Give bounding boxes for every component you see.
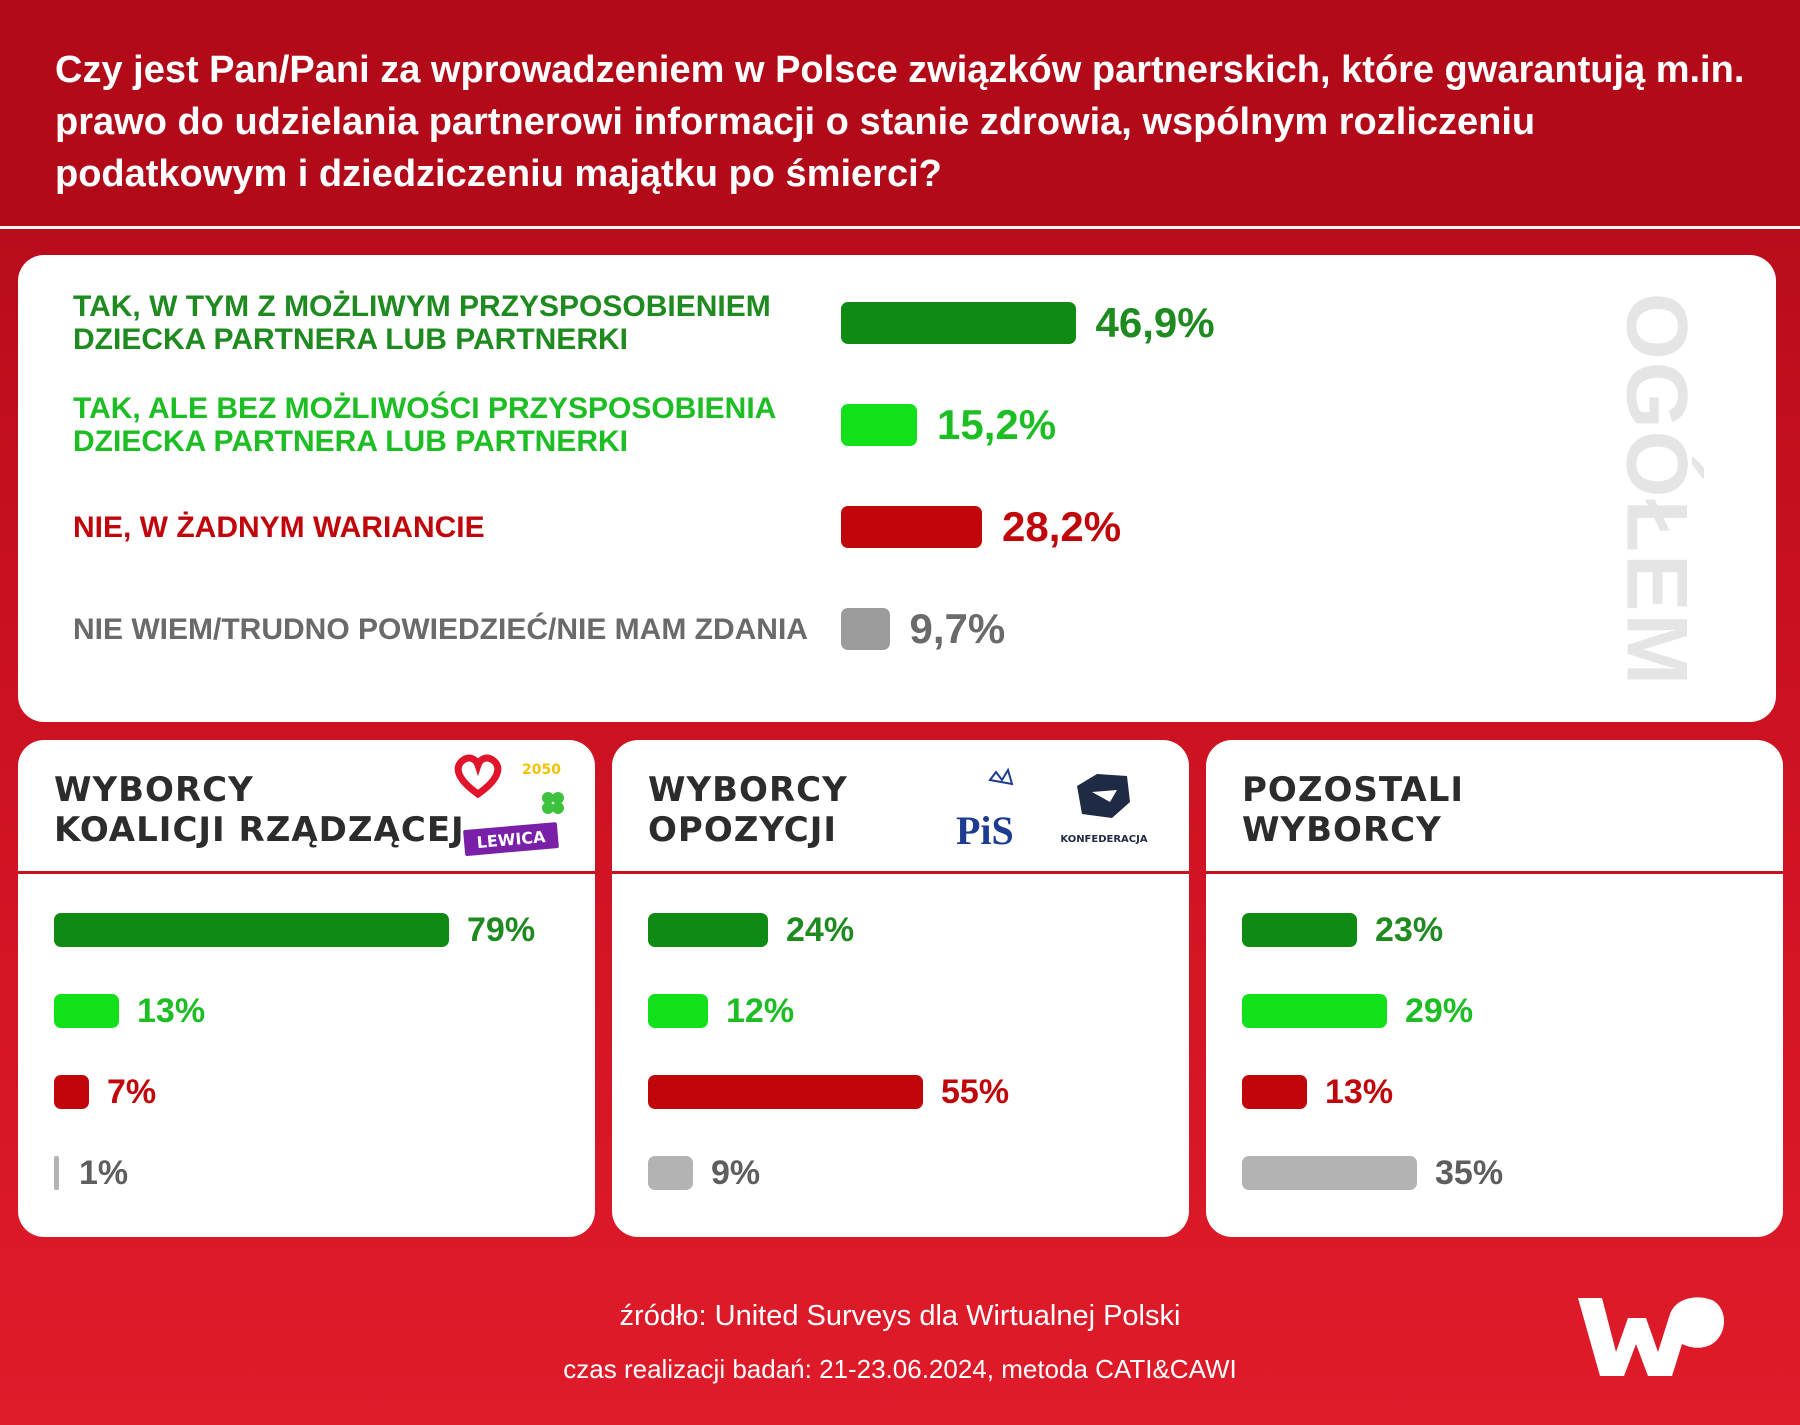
group-bar: [648, 1075, 923, 1109]
group-value-label: 79%: [467, 911, 536, 949]
group-value-label: 23%: [1375, 911, 1444, 949]
group-bar: [54, 994, 119, 1028]
overall-row-label: NIE WIEM/TRUDNO POWIEDZIEĆ/NIE MAM ZDANI…: [73, 612, 808, 646]
source-text: źródło: United Surveys dla Wirtualnej Po…: [619, 1300, 1181, 1332]
wp-logo-icon: [1572, 1290, 1727, 1390]
group-card-others: POZOSTALI WYBORCY 23% 29% 13% 35%: [1206, 740, 1783, 1237]
header: Czy jest Pan/Pani za wprowadzeniem w Pol…: [0, 0, 1800, 228]
svg-text:2050: 2050: [522, 762, 561, 778]
overall-row-label: TAK, W TYM Z MOŻLIWYM PRZYSPOSOBIENIEM D…: [73, 290, 771, 356]
overall-card: OGÓŁEM TAK, W TYM Z MOŻLIWYM PRZYSPOSOBI…: [18, 255, 1776, 722]
group-value-label: 12%: [726, 992, 795, 1030]
group-value-label: 9%: [711, 1154, 761, 1192]
lewica-logo-icon: LEWICA: [463, 822, 559, 856]
overall-value-label: 9,7%: [909, 605, 1006, 652]
group-value-label: 13%: [1325, 1073, 1394, 1111]
overall-value-label: 15,2%: [937, 401, 1057, 448]
group-bar: [648, 994, 708, 1028]
svg-text:KONFEDERACJA: KONFEDERACJA: [1060, 834, 1147, 845]
group-title: POZOSTALI WYBORCY: [1242, 770, 1465, 850]
group-card-opposition: WYBORCY OPOZYCJI PiS KONFEDERACJA 24% 12%…: [612, 740, 1189, 1237]
overall-value-label: 46,9%: [1095, 299, 1215, 346]
group-bar: [648, 1156, 693, 1190]
pis-logo-icon: PiS: [956, 767, 1014, 853]
group-divider: [1206, 871, 1783, 874]
overall-value-label: 28,2%: [1002, 503, 1122, 550]
svg-text:PiS: PiS: [956, 808, 1014, 853]
trzecia-droga-logo-icon: 2050: [522, 762, 564, 814]
overall-label: OGÓŁEM: [1608, 292, 1705, 688]
header-divider: [0, 226, 1800, 229]
heart-logo-icon: [454, 754, 502, 799]
group-value-label: 35%: [1435, 1154, 1504, 1192]
date-text: czas realizacji badań: 21-23.06.2024, me…: [563, 1354, 1237, 1384]
group-divider: [18, 871, 595, 874]
group-bar: [648, 913, 768, 947]
konfederacja-logo-icon: KONFEDERACJA: [1060, 774, 1148, 845]
group-value-label: 55%: [941, 1073, 1010, 1111]
group-title: WYBORCY KOALICJI RZĄDZĄCEJ: [54, 770, 465, 850]
overall-bar: [841, 506, 982, 548]
overall-bar: [841, 302, 1076, 344]
overall-row-label: TAK, ALE BEZ MOŻLIWOŚCI PRZYSPOSOBIENIA …: [73, 392, 777, 458]
group-title: WYBORCY OPOZYCJI: [648, 770, 848, 850]
group-bar: [1242, 994, 1387, 1028]
group-bar: [1242, 1075, 1307, 1109]
overall-vertical-label: OGÓŁEM: [1586, 278, 1726, 702]
page-title: Czy jest Pan/Pani za wprowadzeniem w Pol…: [55, 49, 1745, 195]
group-divider: [612, 871, 1189, 874]
group-value-label: 7%: [107, 1073, 157, 1111]
group-value-label: 1%: [79, 1154, 129, 1192]
opposition-logos: PiS KONFEDERACJA: [952, 762, 1152, 862]
overall-row-label: NIE, W ŻADNYM WARIANCIE: [73, 510, 485, 544]
overall-bar: [841, 404, 917, 446]
group-bar: [1242, 1156, 1417, 1190]
group-card-coalition: WYBORCY KOALICJI RZĄDZĄCEJ 2050 LEWICA 7…: [18, 740, 595, 1237]
group-value-label: 24%: [786, 911, 855, 949]
group-bar: [1242, 913, 1357, 947]
overall-bar: [841, 608, 890, 650]
coalition-logos: 2050 LEWICA: [452, 754, 572, 858]
group-value-label: 13%: [137, 992, 206, 1030]
group-bar: [54, 913, 449, 947]
group-bar: [54, 1156, 59, 1190]
group-value-label: 29%: [1405, 992, 1474, 1030]
group-bar: [54, 1075, 89, 1109]
